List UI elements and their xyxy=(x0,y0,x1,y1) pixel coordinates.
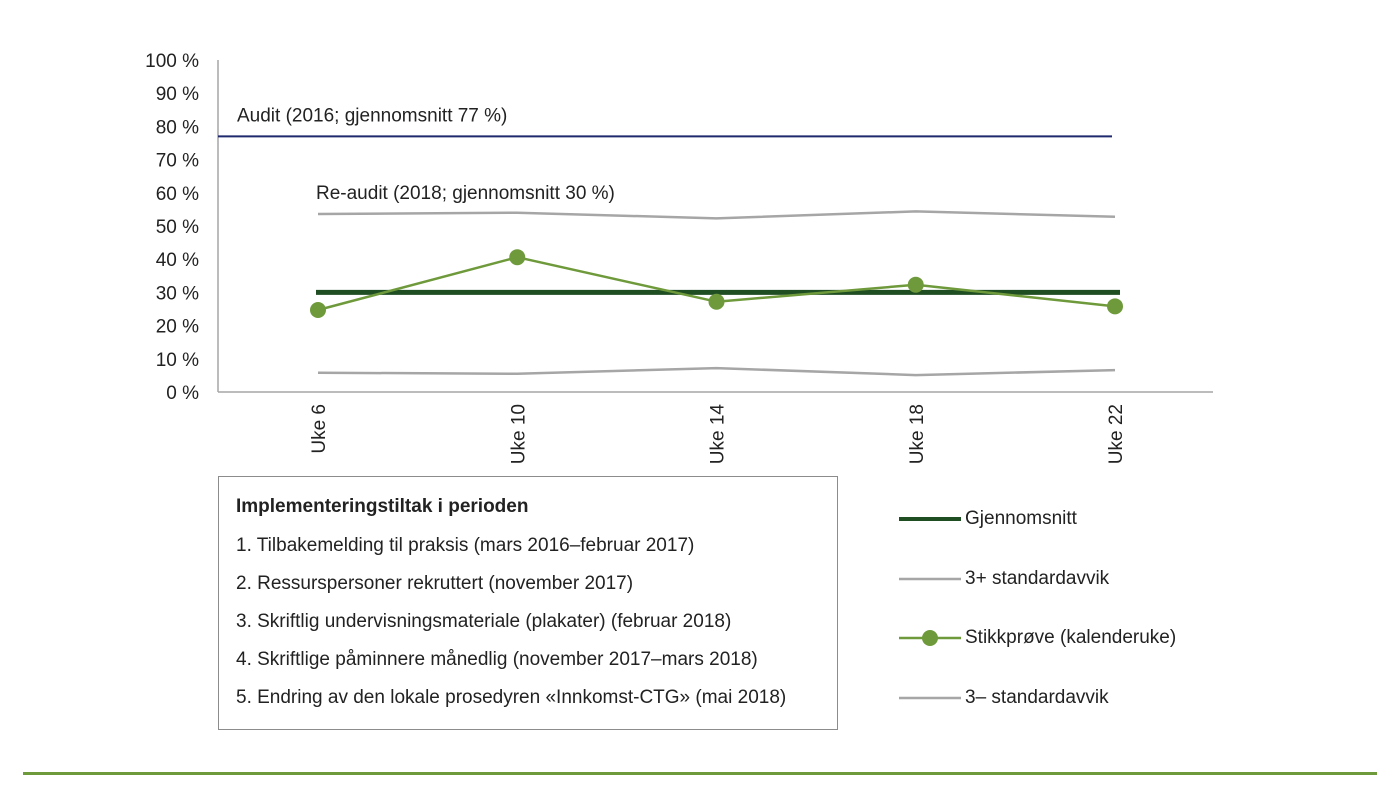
data-point xyxy=(907,276,924,293)
legend-swatch-sample xyxy=(899,630,961,646)
legend-swatch-upper-sd xyxy=(899,577,961,581)
y-tick-label: 40 % xyxy=(156,250,199,271)
legend-label: Stikkprøve (kalenderuke) xyxy=(965,627,1177,648)
legend-label: 3+ standardavvik xyxy=(965,568,1110,589)
data-point xyxy=(1107,298,1123,315)
measure-item: 3. Skriftlig undervisningsmateriale (pla… xyxy=(236,611,732,632)
legend-swatch-lower-sd xyxy=(899,696,961,700)
legend-item-sample: Stikkprøve (kalenderuke) xyxy=(899,623,1199,653)
implementation-measures-box: Implementeringstiltak i perioden 1. Tilb… xyxy=(218,476,838,730)
y-tick-label: 30 % xyxy=(156,283,199,304)
measure-item: 5. Endring av den lokale prosedyren «Inn… xyxy=(236,687,787,708)
y-tick-label: 10 % xyxy=(156,350,199,371)
x-tick-label: Uke 22 xyxy=(1106,404,1127,464)
y-axis: 0 % 10 % 20 % 30 % 40 % 50 % 60 % 70 % 80 % 90 % 1… xyxy=(145,51,219,404)
y-tick-label: 90 % xyxy=(156,84,199,105)
annotations: Audit (2016; gjennomsnitt 77 %) Re-audit … xyxy=(237,105,615,204)
x-tick-label: Uke 14 xyxy=(708,404,729,465)
series-lines xyxy=(310,210,1123,377)
legend-item-lower-sd: 3– standardavvik xyxy=(899,683,1199,713)
measure-item: 4. Skriftlige påminnere månedlig (novemb… xyxy=(236,649,758,670)
data-point xyxy=(310,301,326,318)
y-tick-label: 0 % xyxy=(166,383,199,404)
measures-title: Implementeringstiltak i perioden xyxy=(236,496,529,517)
footer-divider xyxy=(23,772,1377,775)
measures-list: 1. Tilbakemelding til praksis (mars 2016… xyxy=(236,534,837,710)
series-line xyxy=(317,366,1116,377)
reference-line-label: Audit (2016; gjennomsnitt 77 %) xyxy=(237,105,507,126)
x-axis: Uke 6 Uke 10 Uke 14 Uke 18 Uke 22 xyxy=(218,391,1213,465)
legend-label: Gjennomsnitt xyxy=(965,508,1077,529)
legend-item-upper-sd: 3+ standardavvik xyxy=(899,564,1199,594)
measure-item: 1. Tilbakemelding til praksis (mars 2016… xyxy=(236,535,695,556)
line-chart: 0 % 10 % 20 % 30 % 40 % 50 % 60 % 70 % 80 % 90 % 1… xyxy=(145,51,1213,465)
y-tick-label: 60 % xyxy=(156,184,199,205)
data-point xyxy=(708,293,725,310)
y-tick-label: 20 % xyxy=(156,317,199,338)
measure-item: 2. Ressurspersoner rekruttert (november … xyxy=(236,573,634,594)
legend-swatch-gjennomsnitt xyxy=(899,517,961,521)
y-tick-label: 50 % xyxy=(156,217,199,238)
y-tick-label: 80 % xyxy=(156,117,199,138)
y-tick-label: 70 % xyxy=(156,151,199,172)
x-tick-label: Uke 10 xyxy=(508,404,529,464)
series-line xyxy=(317,210,1116,220)
y-tick-label: 100 % xyxy=(145,51,199,72)
x-tick-label: Uke 6 xyxy=(309,404,330,454)
legend-label: 3– standardavvik xyxy=(965,687,1109,708)
data-point xyxy=(509,249,526,266)
legend-item-gjennomsnitt: Gjennomsnitt xyxy=(899,504,1199,534)
annotation-label: Re-audit (2018; gjennomsnitt 30 %) xyxy=(316,183,615,204)
x-tick-label: Uke 18 xyxy=(907,404,928,464)
